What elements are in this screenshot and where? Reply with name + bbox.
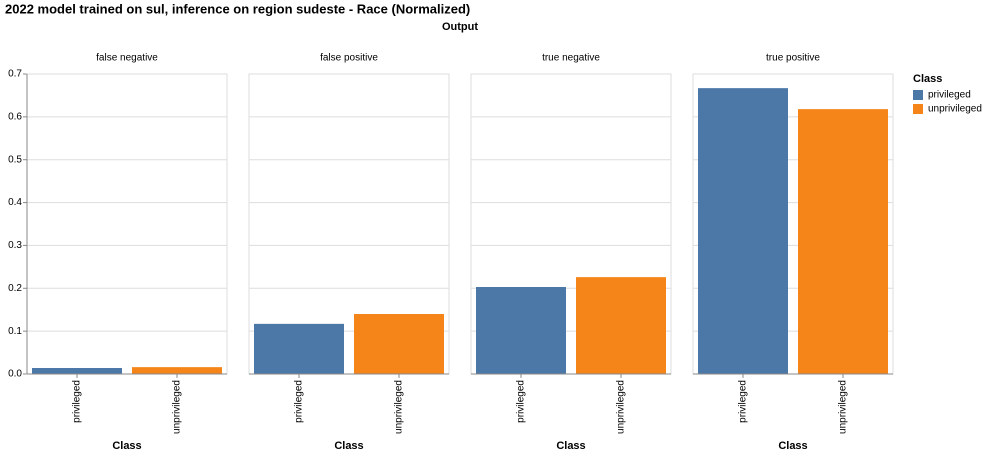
- x-tick-label: unprivileged: [394, 380, 405, 434]
- legend-label: privileged: [928, 90, 971, 101]
- legend-title: Class: [913, 73, 942, 85]
- bar: [132, 367, 222, 374]
- x-tick-label: privileged: [516, 380, 527, 423]
- y-tick-label: 0.2: [8, 283, 22, 294]
- y-tick-label: 0.6: [8, 111, 22, 122]
- legend-swatch: [913, 104, 923, 114]
- x-tick-label: privileged: [72, 380, 83, 423]
- x-axis-title: Class: [556, 440, 585, 452]
- facet-title: true positive: [766, 53, 820, 64]
- facet-title: true negative: [542, 53, 600, 64]
- x-axis-title: Class: [112, 440, 141, 452]
- bar: [476, 287, 566, 374]
- legend-swatch: [913, 90, 923, 100]
- bar: [576, 277, 666, 374]
- y-tick-label: 0.1: [8, 326, 22, 337]
- bar: [698, 88, 788, 375]
- x-tick-label: privileged: [738, 380, 749, 423]
- facet-frame: [26, 73, 228, 375]
- bar: [354, 314, 444, 374]
- facet-header: Output: [442, 21, 478, 33]
- y-tick-label: 0.4: [8, 197, 22, 208]
- x-tick-label: privileged: [294, 380, 305, 423]
- y-tick-label: 0.5: [8, 154, 22, 165]
- facet-title: false negative: [96, 53, 158, 64]
- y-tick-label: 0.7: [8, 69, 22, 80]
- chart-title: 2022 model trained on sul, inference on …: [5, 1, 470, 16]
- x-tick-label: unprivileged: [616, 380, 627, 434]
- facet-title: false positive: [320, 53, 378, 64]
- x-tick-label: unprivileged: [172, 380, 183, 434]
- bar: [254, 323, 344, 374]
- x-axis-title: Class: [778, 440, 807, 452]
- x-axis-title: Class: [334, 440, 363, 452]
- y-tick-label: 0.3: [8, 240, 22, 251]
- y-tick-label: 0.0: [8, 369, 22, 380]
- bar: [798, 109, 888, 375]
- x-tick-label: unprivileged: [838, 380, 849, 434]
- bar: [32, 368, 122, 374]
- legend-label: unprivileged: [928, 104, 982, 115]
